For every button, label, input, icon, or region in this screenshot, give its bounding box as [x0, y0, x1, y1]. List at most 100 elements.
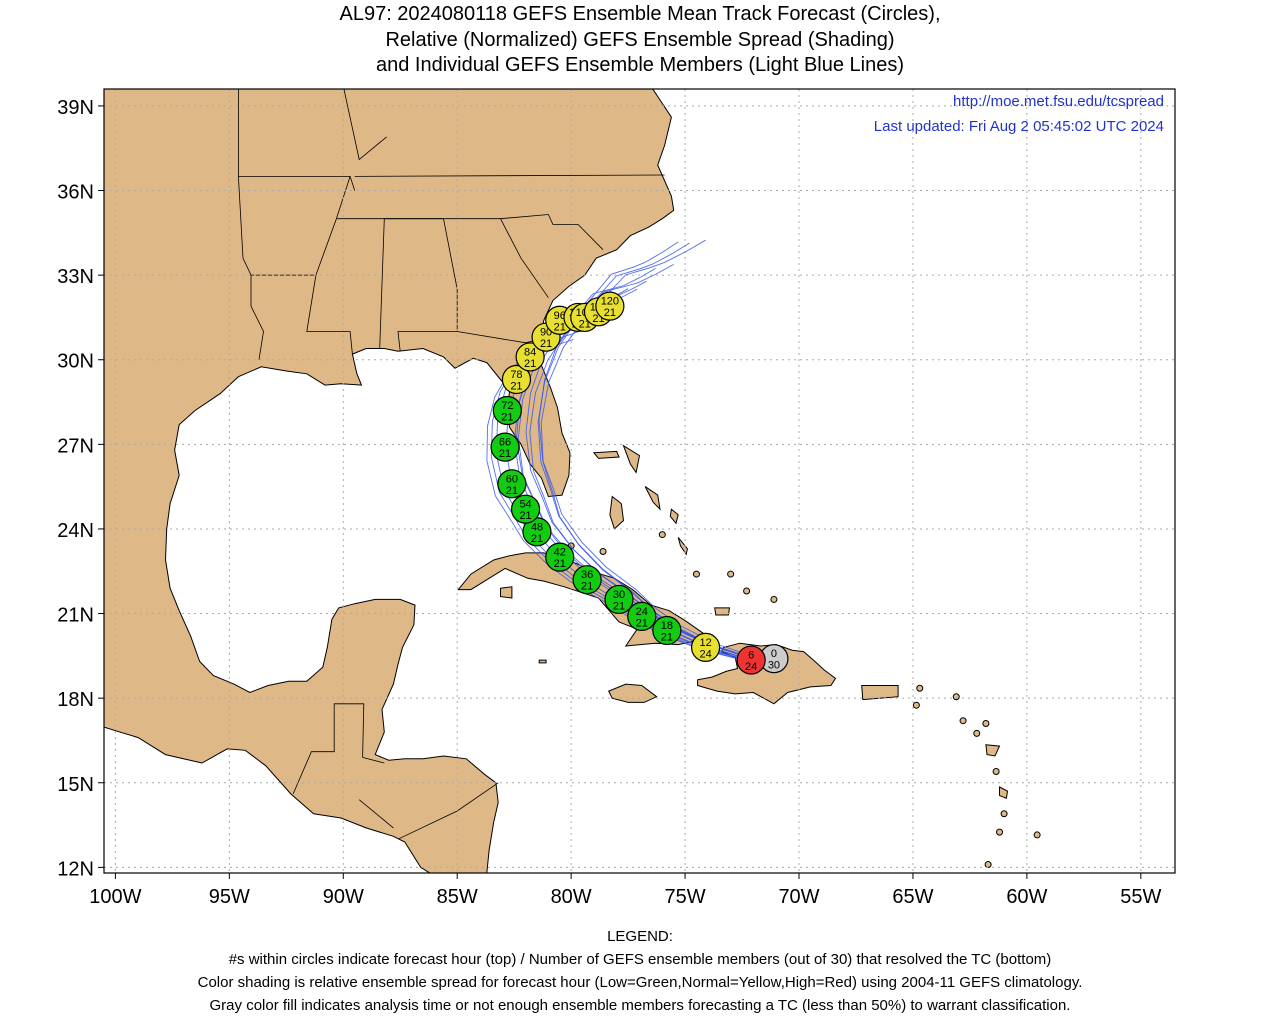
- political-boundary: [362, 757, 385, 764]
- track-point-circle: [736, 645, 766, 675]
- forecast-hour-label: 42: [554, 547, 566, 559]
- legend-line-2: Color shading is relative ensemble sprea…: [197, 974, 1083, 991]
- member-count-label: 21: [540, 338, 552, 350]
- forecast-hour-label: 48: [531, 521, 543, 533]
- lon-tick-label: 90W: [323, 886, 364, 908]
- member-count-label: 21: [661, 631, 673, 643]
- legend-line-1: #s within circles indicate forecast hour…: [228, 951, 1052, 968]
- small-island: [996, 828, 1004, 836]
- forecast-hour-label: 12: [699, 637, 711, 649]
- member-count-label: 24: [699, 648, 711, 660]
- lon-tick-label: 80W: [551, 886, 592, 908]
- member-count-label: 24: [745, 661, 757, 673]
- small-island: [982, 720, 990, 728]
- forecast-hour-label: 36: [581, 569, 593, 581]
- forecast-hour-label: 66: [499, 437, 511, 449]
- small-island: [912, 701, 920, 709]
- forecast-hour-label: 30: [613, 589, 625, 601]
- pacific-ocean: [104, 726, 431, 873]
- abaco-island: [622, 444, 641, 474]
- martinique-island: [999, 786, 1009, 800]
- small-island: [599, 548, 607, 556]
- political-boundary: [336, 214, 604, 250]
- forecast-hour-label: 18: [661, 620, 673, 632]
- member-count-label: 21: [581, 581, 593, 593]
- member-count-label: 21: [519, 510, 531, 522]
- forecast-hour-label: 96: [554, 310, 566, 322]
- track-point-circle: [490, 432, 520, 462]
- puerto-rico-island: [861, 685, 899, 701]
- political-boundary: [379, 218, 385, 349]
- member-count-label: 21: [604, 307, 616, 319]
- political-boundary: [500, 218, 549, 298]
- lon-tick-label: 95W: [209, 886, 250, 908]
- track-point-6: 624: [736, 645, 766, 675]
- lon-tick-label: 100W: [89, 886, 141, 908]
- track-point-circle: [545, 542, 575, 572]
- hispaniola-island: [697, 642, 837, 705]
- small-island: [916, 684, 924, 692]
- lat-tick-label: 30N: [57, 351, 94, 373]
- forecast-hour-label: 120: [601, 296, 619, 308]
- lat-tick-label: 27N: [57, 435, 94, 457]
- political-boundary: [384, 218, 458, 352]
- inagua-island: [714, 607, 731, 616]
- lon-tick-label: 60W: [1006, 886, 1047, 908]
- member-count-label: 21: [613, 600, 625, 612]
- small-island: [658, 531, 666, 539]
- track-point-circle: [690, 632, 721, 662]
- lon-tick-label: 85W: [437, 886, 478, 908]
- small-island: [743, 587, 751, 595]
- forecast-hour-label: 60: [506, 473, 518, 485]
- lat-tick-label: 18N: [57, 689, 94, 711]
- small-island: [1033, 831, 1041, 839]
- lon-tick-label: 65W: [892, 886, 933, 908]
- track-point-circle: [497, 469, 527, 499]
- map-frame: [103, 88, 1176, 874]
- member-count-label: 21: [531, 533, 543, 545]
- trinidad-island: [984, 898, 1007, 922]
- member-count-label: 21: [506, 485, 518, 497]
- lat-tick-label: 15N: [57, 774, 94, 796]
- lon-tick-label: 75W: [665, 886, 706, 908]
- lat-tick-label: 12N: [57, 858, 94, 880]
- political-boundary: [251, 274, 353, 355]
- small-island: [770, 595, 778, 603]
- isle-of-youth: [500, 586, 513, 599]
- political-boundary: [292, 703, 365, 795]
- small-island: [984, 861, 992, 869]
- forecast-hour-label: 24: [636, 606, 648, 618]
- eleuthera-island: [644, 486, 661, 511]
- lat-tick-label: 24N: [57, 520, 94, 542]
- legend-line-3: Gray color fill indicates analysis time …: [209, 997, 1071, 1014]
- track-point-circle: [627, 601, 657, 631]
- track-point-circle: [595, 291, 625, 321]
- small-island: [692, 570, 700, 578]
- track-point-circle: [652, 615, 682, 646]
- political-boundary: [354, 174, 665, 177]
- track-point-circle: [501, 364, 532, 395]
- title-line-2: Relative (Normalized) GEFS Ensemble Spre…: [385, 29, 895, 51]
- lon-tick-label: 55W: [1120, 886, 1161, 908]
- member-count-label: 21: [554, 558, 566, 570]
- forecast-hour-label: 78: [510, 369, 522, 381]
- last-updated-text: Last updated: Fri Aug 2 05:45:02 UTC 202…: [873, 118, 1164, 135]
- lon-tick-label: 70W: [778, 886, 819, 908]
- forecast-hour-label: 72: [501, 400, 513, 412]
- track-point-0: 030: [759, 644, 789, 674]
- lat-tick-label: 39N: [57, 97, 94, 119]
- source-url-link[interactable]: http://moe.met.fsu.edu/tcspread: [953, 93, 1164, 110]
- cat-island: [669, 508, 679, 525]
- member-count-label: 21: [636, 617, 648, 629]
- title-line-1: AL97: 2024080118 GEFS Ensemble Mean Trac…: [339, 3, 941, 25]
